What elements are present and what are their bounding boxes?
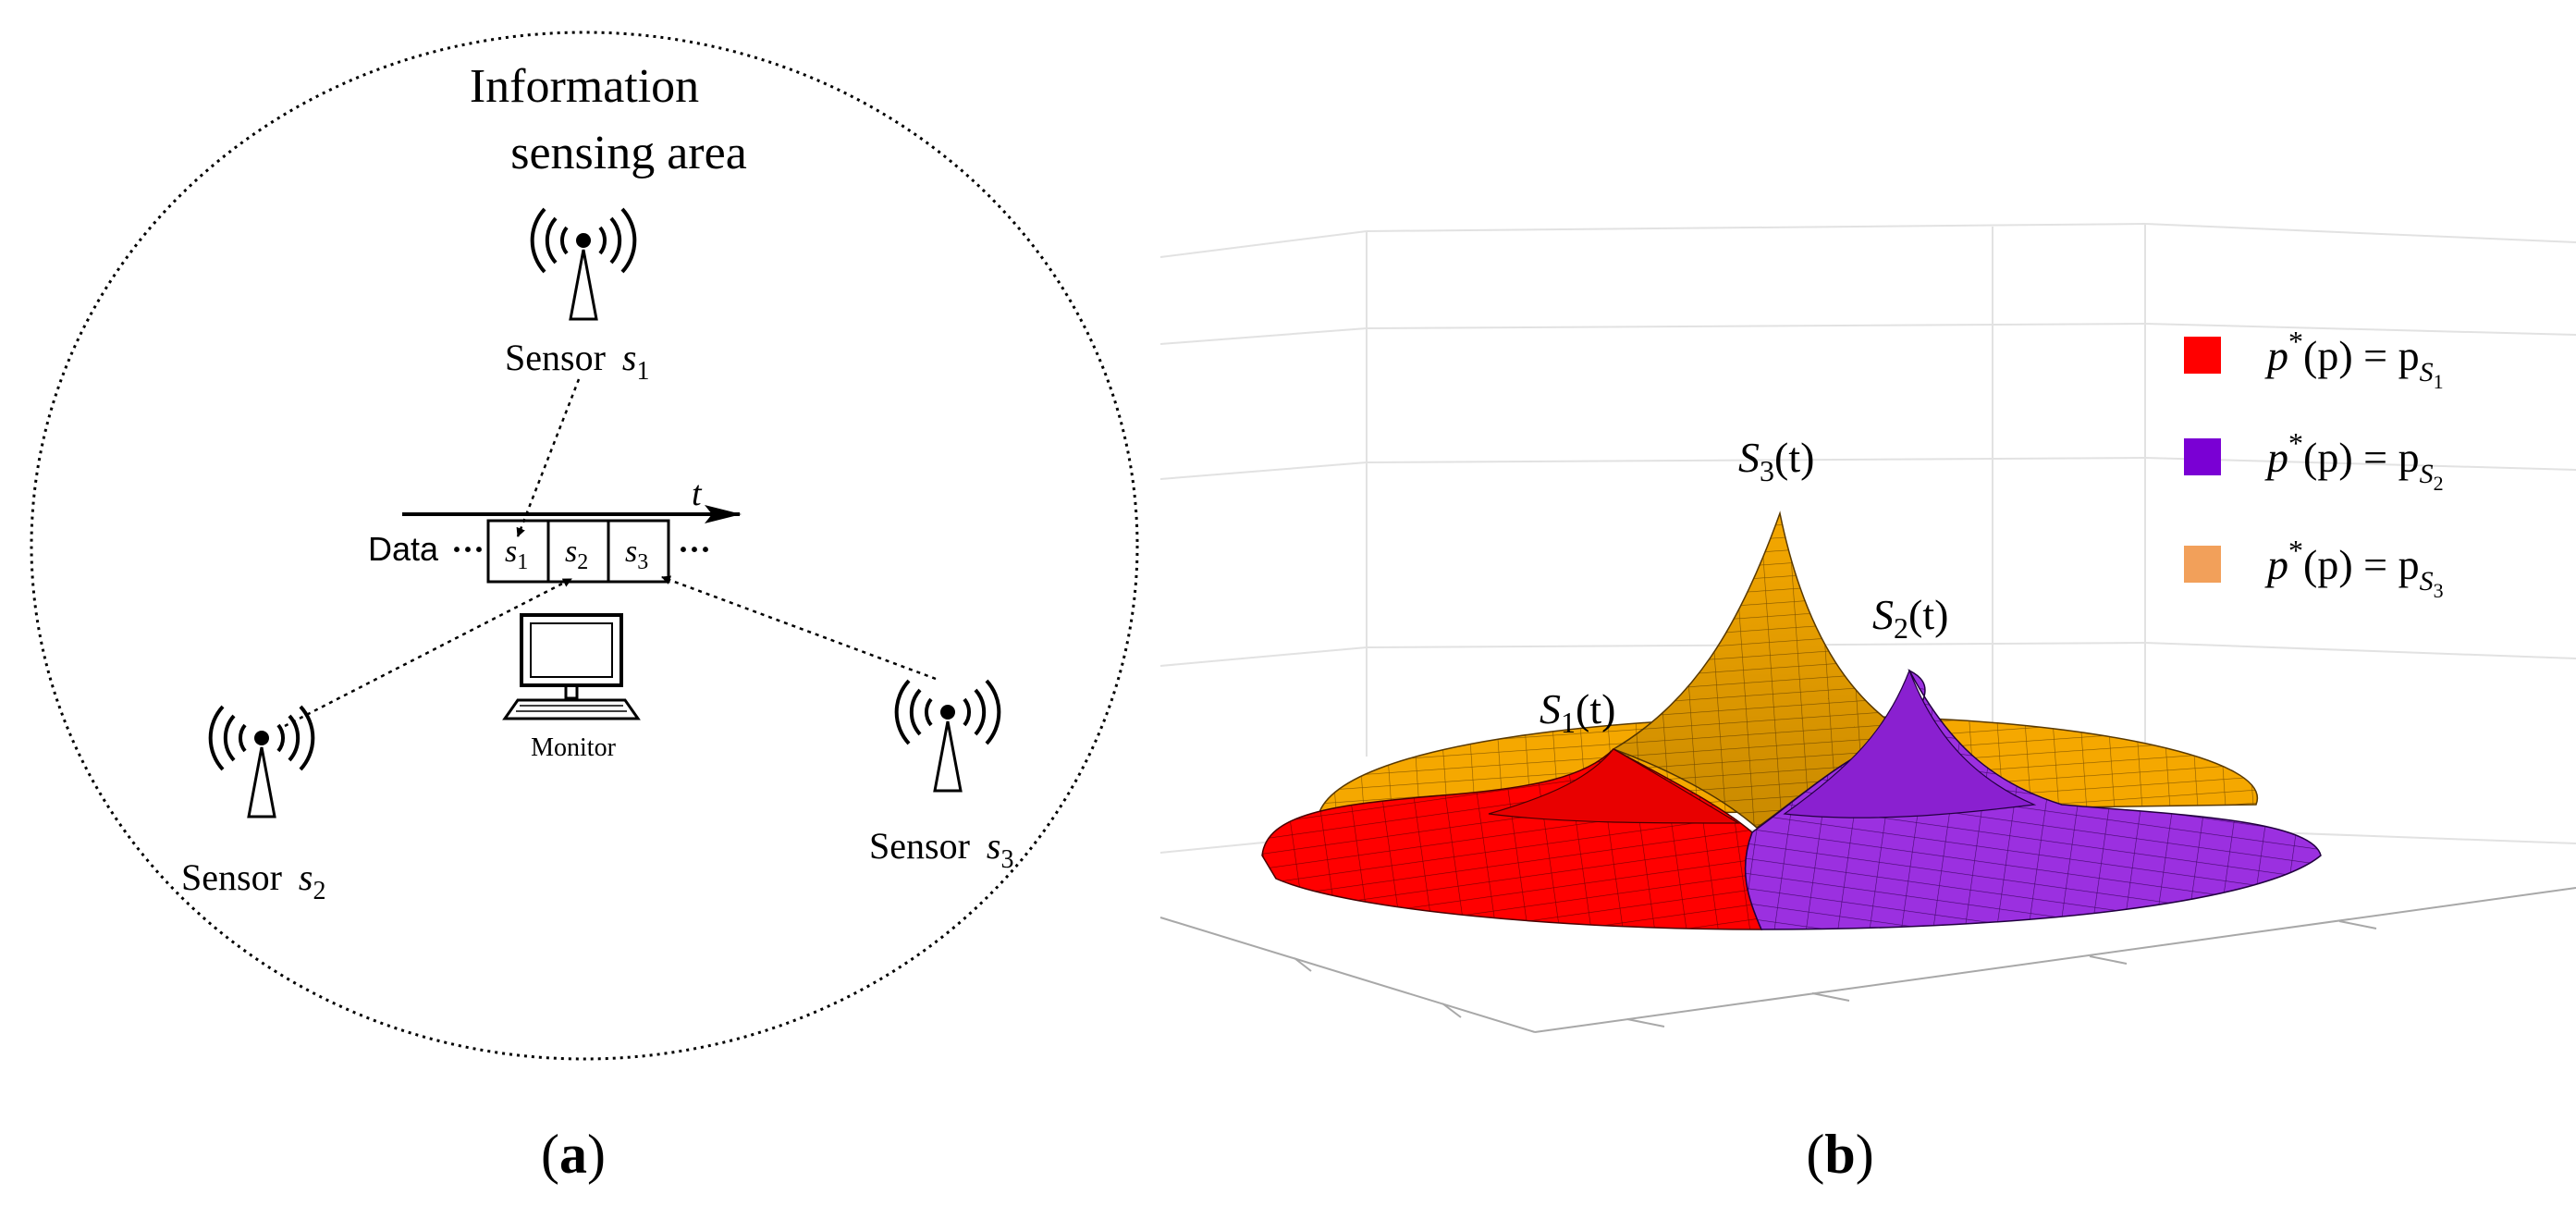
legend-swatch-3 [2184, 546, 2221, 583]
sensor-1-label: Sensor s1 [505, 337, 649, 386]
slot-box-2 [546, 519, 610, 584]
monitor-icon [502, 613, 641, 720]
surface-purple-peak [1783, 669, 2037, 818]
legend-label-3: p*(p) = pS3 [2264, 534, 2444, 602]
caption-b: (b) [1806, 1124, 1873, 1185]
slot-box-3 [607, 519, 670, 584]
data-slots: s1 s2 s3 [486, 519, 670, 584]
antenna-icon [530, 207, 637, 321]
legend-swatch-1 [2184, 337, 2221, 374]
legend-label-2: p*(p) = pS2 [2264, 426, 2444, 495]
sensor-1-to-slot-arrow [516, 378, 581, 537]
voronoi-surface [1261, 511, 2322, 930]
antenna-icon [894, 679, 1001, 793]
sensor-3-to-slot-arrow [661, 575, 937, 681]
legend-swatch-2 [2184, 438, 2221, 475]
sensor-2-label: Sensor s2 [181, 856, 325, 905]
area-title-line2: sensing area [510, 127, 747, 179]
ellipsis-right: ··· [678, 531, 711, 568]
slot-label-3: s3 [625, 535, 648, 574]
sensor-1 [530, 207, 637, 321]
sensing-area-boundary [30, 31, 1139, 1061]
sensor-2-to-slot-arrow [284, 577, 572, 728]
slot-label-1: s1 [505, 535, 528, 574]
slot-label-2: s2 [565, 535, 588, 574]
axes-floor [1159, 887, 2576, 1033]
ellipsis-left: ··· [451, 531, 485, 568]
time-axis-label: t [692, 474, 703, 513]
panel-b: S3(t) S2(t) S1(t) p*(p) = pS1 p*(p) = pS… [1159, 223, 2576, 1185]
panel-a: Information sensing area Sensor s1 [30, 31, 1139, 1185]
legend: p*(p) = pS1 p*(p) = pS2 p*(p) = pS3 [2184, 325, 2444, 602]
peak-label-s1: S1(t) [1539, 685, 1615, 739]
area-title-line1: Information [470, 60, 699, 113]
caption-a: (a) [541, 1124, 606, 1185]
surface-red-peak [1488, 748, 1741, 824]
peak-label-s3: S3(t) [1738, 434, 1814, 487]
sensor-2 [208, 705, 315, 818]
antenna-icon [208, 705, 315, 818]
sensor-3-label: Sensor s3 [869, 825, 1013, 874]
legend-label-1: p*(p) = pS1 [2264, 325, 2444, 393]
data-label: Data [368, 530, 439, 568]
peak-label-s2: S2(t) [1872, 591, 1948, 645]
monitor-label: Monitor [531, 733, 616, 762]
sensor-3 [894, 679, 1001, 793]
